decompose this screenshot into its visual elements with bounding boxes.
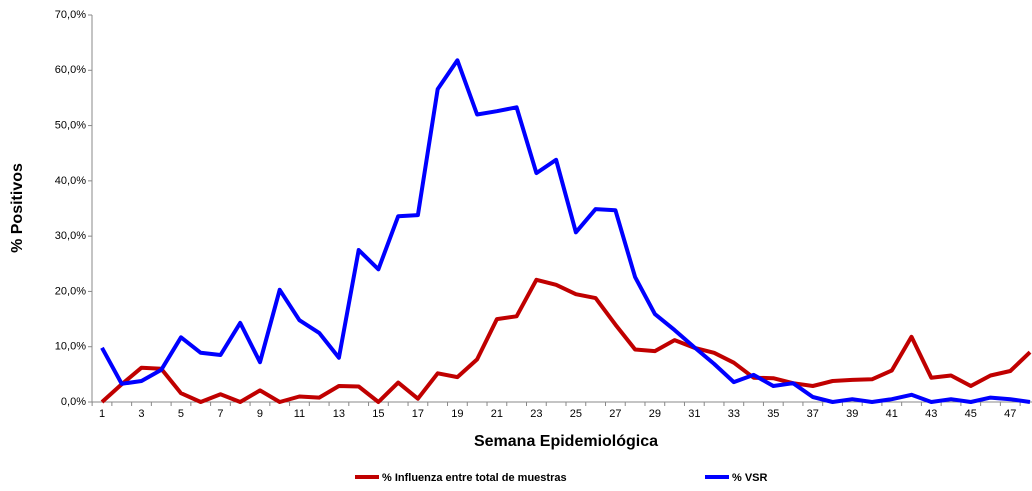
y-axis-label: % Positivos	[9, 163, 26, 253]
y-tick-label: 70,0%	[55, 9, 86, 21]
x-tick-label: 23	[530, 408, 542, 420]
x-tick-label: 11	[294, 408, 305, 420]
series-line	[100, 277, 1032, 404]
x-tick-label: 13	[333, 408, 345, 420]
x-tick-label: 29	[649, 408, 661, 420]
x-tick-label: 45	[965, 408, 977, 420]
y-tick-label: 10,0%	[55, 341, 86, 353]
legend-label: % Influenza entre total de muestras	[382, 472, 567, 484]
x-tick-label: 31	[688, 408, 700, 420]
x-tick-label: 43	[925, 408, 937, 420]
x-tick-label: 1	[99, 408, 105, 420]
x-tick-label: 21	[491, 408, 503, 420]
x-tick-label: 25	[570, 408, 582, 420]
legend-label: % VSR	[732, 472, 768, 484]
x-tick-label: 7	[217, 408, 223, 420]
x-tick-label: 35	[767, 408, 779, 420]
x-tick-label: 47	[1004, 408, 1016, 420]
y-tick-label: 40,0%	[55, 175, 86, 187]
y-tick-label: 20,0%	[55, 285, 86, 297]
series-line	[100, 58, 1031, 404]
x-tick-label: 39	[846, 408, 858, 420]
x-tick-label: 19	[451, 408, 463, 420]
x-tick-label: 15	[372, 408, 384, 420]
x-axis-label: Semana Epidemiológica	[474, 433, 658, 450]
x-tick-label: 9	[257, 408, 263, 420]
x-tick-label: 27	[609, 408, 621, 420]
y-tick-label: 60,0%	[55, 64, 86, 76]
x-tick-label: 41	[886, 408, 898, 420]
x-tick-label: 37	[807, 408, 819, 420]
x-tick-label: 33	[728, 408, 740, 420]
x-tick-label: 17	[412, 408, 424, 420]
y-tick-label: 0,0%	[61, 396, 86, 408]
x-tick-label: 3	[138, 408, 144, 420]
y-tick-label: 50,0%	[55, 119, 86, 131]
y-tick-label: 30,0%	[55, 230, 86, 242]
x-tick-label: 5	[178, 408, 184, 420]
